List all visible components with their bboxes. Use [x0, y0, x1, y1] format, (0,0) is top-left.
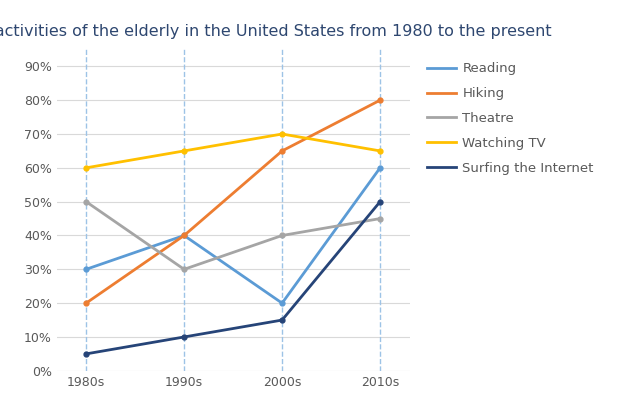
Title: Free time activities of the elderly in the United States from 1980 to the presen: Free time activities of the elderly in t… — [0, 23, 552, 39]
Watching TV — [278, 131, 286, 136]
Theatre — [278, 233, 286, 238]
Watching TV — [376, 148, 384, 153]
Reading — [376, 165, 384, 170]
Reading — [83, 267, 90, 272]
Line: Watching TV: Watching TV — [84, 131, 382, 170]
Reading — [180, 233, 188, 238]
Line: Reading: Reading — [84, 165, 382, 306]
Theatre — [83, 199, 90, 204]
Hiking — [278, 148, 286, 153]
Surfing the Internet — [83, 351, 90, 356]
Surfing the Internet — [278, 318, 286, 323]
Hiking — [376, 98, 384, 103]
Hiking — [83, 301, 90, 306]
Reading — [278, 301, 286, 306]
Watching TV — [83, 165, 90, 170]
Hiking — [180, 233, 188, 238]
Surfing the Internet — [376, 199, 384, 204]
Line: Hiking: Hiking — [84, 98, 382, 306]
Watching TV — [180, 148, 188, 153]
Theatre — [376, 216, 384, 221]
Line: Theatre: Theatre — [84, 199, 382, 272]
Surfing the Internet — [180, 335, 188, 339]
Legend: Reading, Hiking, Theatre, Watching TV, Surfing the Internet: Reading, Hiking, Theatre, Watching TV, S… — [427, 63, 593, 175]
Theatre — [180, 267, 188, 272]
Line: Surfing the Internet: Surfing the Internet — [84, 199, 382, 356]
